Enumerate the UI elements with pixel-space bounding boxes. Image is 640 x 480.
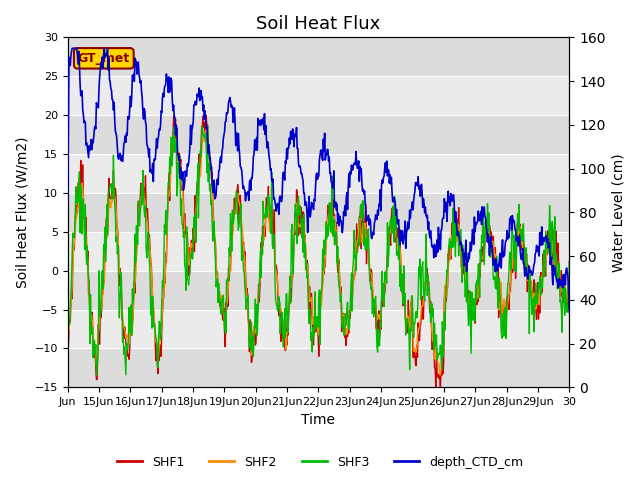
Bar	[68, 37, 569, 76]
Y-axis label: Water Level (cm): Water Level (cm)	[611, 153, 625, 272]
Bar	[68, 310, 569, 348]
Text: GT_met: GT_met	[77, 52, 130, 65]
Title: Soil Heat Flux: Soil Heat Flux	[256, 15, 381, 33]
Y-axis label: Soil Heat Flux (W/m2): Soil Heat Flux (W/m2)	[15, 137, 29, 288]
Bar	[68, 193, 569, 232]
Bar	[68, 154, 569, 193]
Bar	[68, 232, 569, 271]
Bar	[68, 271, 569, 310]
Bar	[68, 115, 569, 154]
Legend: SHF1, SHF2, SHF3, depth_CTD_cm: SHF1, SHF2, SHF3, depth_CTD_cm	[112, 451, 528, 474]
X-axis label: Time: Time	[301, 413, 335, 427]
Bar	[68, 348, 569, 387]
Bar	[68, 76, 569, 115]
